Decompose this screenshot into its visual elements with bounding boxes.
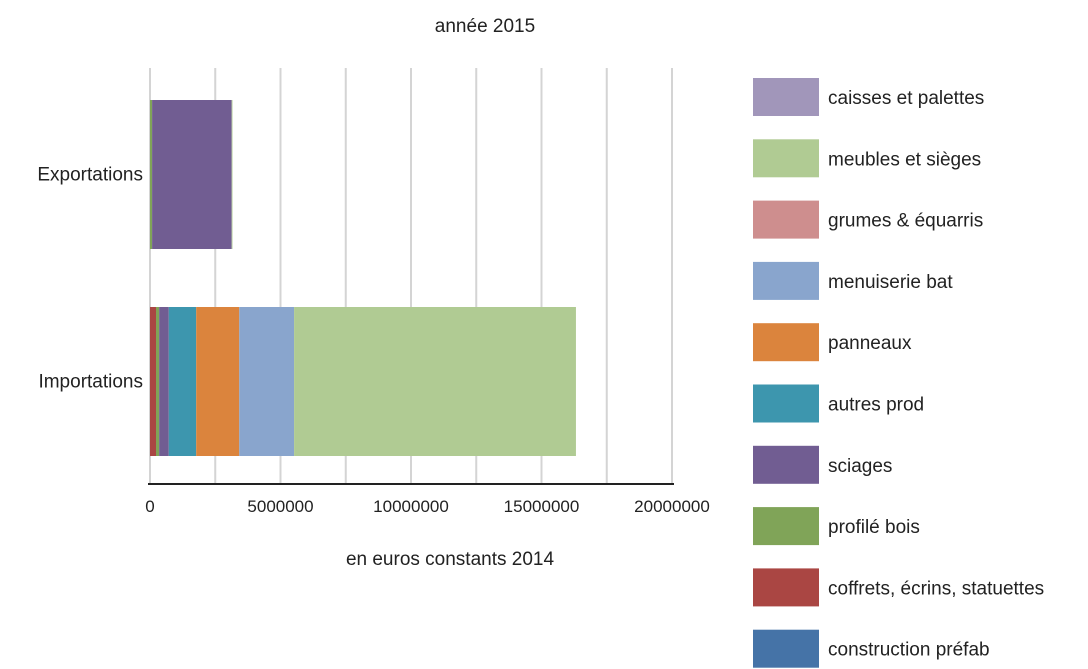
category-label: Exportations	[37, 165, 143, 186]
legend-swatch	[753, 323, 819, 362]
legend-label: panneaux	[828, 333, 912, 354]
bar-segment	[239, 307, 295, 456]
legend-label: meubles et sièges	[828, 149, 981, 170]
legend-label: sciages	[828, 456, 892, 477]
legend-label: autres prod	[828, 395, 924, 416]
bar-segment	[156, 307, 160, 456]
bar-segment	[152, 100, 232, 249]
bar-segment	[150, 100, 153, 249]
category-labels: Exportations Importations	[37, 165, 143, 393]
legend-swatch	[753, 629, 819, 668]
bars	[150, 100, 576, 456]
legend-swatch	[753, 200, 819, 239]
x-tick-label: 10000000	[373, 497, 449, 516]
legend-label: construction préfab	[828, 640, 990, 661]
x-axis-label: en euros constants 2014	[346, 549, 555, 570]
legend-label: menuiserie bat	[828, 272, 953, 293]
legend: caisses et palettes meubles et sièges grum…	[753, 78, 1044, 668]
legend-swatch	[753, 384, 819, 423]
chart-title: année 2015	[435, 16, 535, 37]
x-tick-label: 15000000	[504, 497, 580, 516]
x-tick-labels: 0 5000000 10000000 15000000 20000000	[145, 497, 710, 516]
bar-segment	[231, 100, 233, 249]
legend-swatch	[753, 139, 819, 178]
legend-swatch	[753, 445, 819, 484]
legend-label: grumes & équarris	[828, 211, 983, 232]
bar-segment	[168, 307, 197, 456]
bar-segment	[196, 307, 240, 456]
bar-segment	[294, 307, 576, 456]
x-tick-label: 0	[145, 497, 154, 516]
category-label: Importations	[38, 372, 143, 393]
legend-swatch	[753, 261, 819, 300]
legend-swatch	[753, 507, 819, 546]
bar-segment	[159, 307, 169, 456]
legend-label: profilé bois	[828, 517, 920, 538]
legend-swatch	[753, 568, 819, 607]
legend-swatch	[753, 78, 819, 116]
x-tick-label: 20000000	[634, 497, 710, 516]
x-tick-label: 5000000	[247, 497, 313, 516]
bar-segment	[150, 307, 157, 456]
legend-label: caisses et palettes	[828, 88, 984, 109]
legend-label: coffrets, écrins, statuettes	[828, 578, 1044, 599]
